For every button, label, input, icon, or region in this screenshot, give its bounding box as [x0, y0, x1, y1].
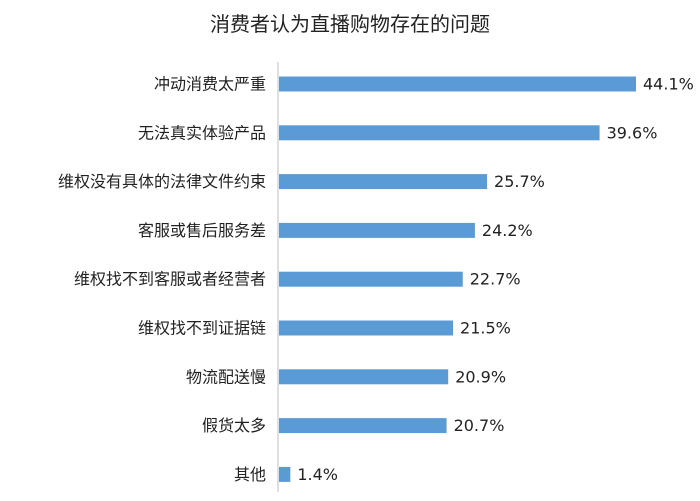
category-label: 假货太多 — [202, 416, 266, 435]
category-label: 维权找不到证据链 — [138, 319, 266, 338]
category-label: 其他 — [234, 465, 266, 484]
bar — [279, 369, 449, 385]
category-label: 维权没有具体的法律文件约束 — [58, 172, 266, 191]
bar — [279, 76, 636, 92]
value-label: 24.2% — [482, 221, 533, 240]
bar — [279, 174, 488, 190]
category-label: 物流配送慢 — [186, 367, 266, 386]
bar — [279, 320, 454, 336]
bar — [279, 271, 463, 287]
bar — [279, 125, 600, 141]
bar — [279, 418, 447, 434]
value-label: 21.5% — [460, 319, 511, 338]
value-label: 22.7% — [470, 270, 521, 289]
category-label: 冲动消费太严重 — [154, 75, 266, 94]
value-label: 44.1% — [643, 75, 694, 94]
value-label: 1.4% — [297, 465, 338, 484]
bar — [279, 466, 291, 482]
value-label: 20.9% — [455, 367, 506, 386]
chart-title: 消费者认为直播购物存在的问题 — [210, 12, 490, 36]
category-label: 维权找不到客服或者经营者 — [74, 270, 266, 289]
bar — [279, 222, 475, 238]
value-label: 20.7% — [454, 416, 505, 435]
value-label: 25.7% — [494, 172, 545, 191]
category-label: 客服或售后服务差 — [138, 221, 266, 240]
value-label: 39.6% — [607, 123, 658, 142]
category-label: 无法真实体验产品 — [138, 123, 266, 142]
bars-group: 冲动消费太严重 44.1% 无法真实体验产品 39.6% 维权没有具体的法律文件约束 25… — [58, 75, 694, 484]
